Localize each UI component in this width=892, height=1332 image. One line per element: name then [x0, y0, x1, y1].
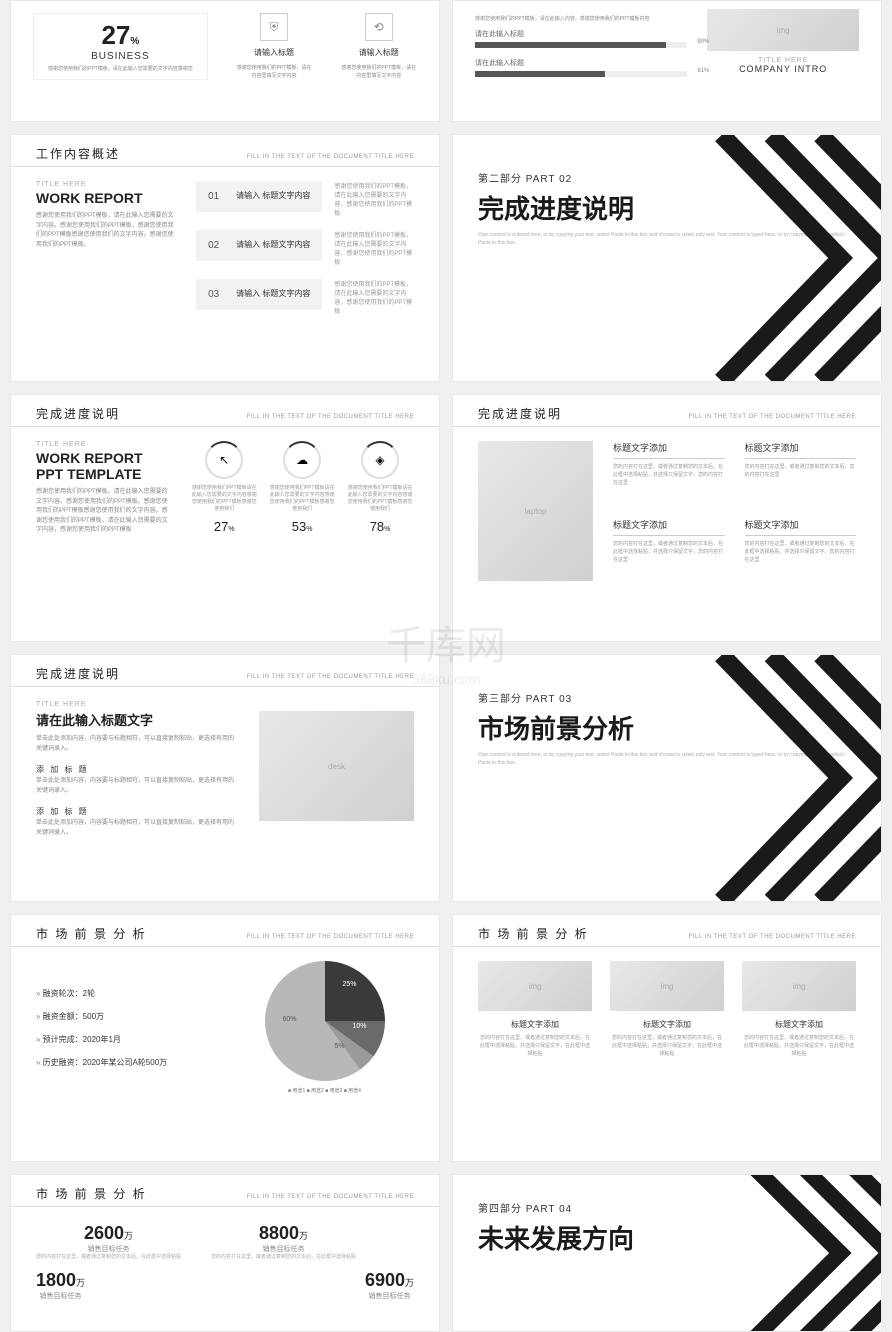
slide-divider-part04: 第四部分 PART 04 未来发展方向 — [452, 1174, 882, 1332]
slide-progress-circles: 完成进度说明 FILL IN THE TEXT OF THE DOCUMENT … — [10, 394, 440, 642]
slide-divider-part03: 第三部分 PART 03 市场前景分析 Your content is ente… — [452, 654, 882, 902]
image-placeholder: laptop — [478, 441, 593, 581]
slide-divider-part02: 第二部分 PART 02 完成进度说明 Your content is ente… — [452, 134, 882, 382]
chevron-decoration — [701, 655, 881, 901]
slide-progress-quad: 完成进度说明 FILL IN THE TEXT OF THE DOCUMENT … — [452, 394, 882, 642]
slide-business-27: 27% BUSINESS 感谢您使用我们的PPT模板，请在此输入您需要的文字内容… — [10, 0, 440, 122]
cloud-icon: ☁ — [283, 441, 321, 479]
slide-market-stats: 市 场 前 景 分 析 FILL IN THE TEXT OF THE DOCU… — [10, 1174, 440, 1332]
slide-market-3col: 市 场 前 景 分 析 FILL IN THE TEXT OF THE DOCU… — [452, 914, 882, 1162]
list-item: 预计完成：2020年1月 — [36, 1028, 215, 1051]
image-placeholder: img — [707, 9, 859, 51]
shield-icon: ⛨ — [260, 13, 288, 41]
list-item: 历史融资：2020年某公司A轮500万 — [36, 1051, 215, 1074]
image-placeholder: img — [478, 961, 592, 1011]
cursor-icon: ↖ — [205, 441, 243, 479]
image-placeholder: desk — [259, 711, 414, 821]
pie-chart: 25% 10% 5% 60% — [265, 961, 385, 1081]
list-item: 融资轮次：2轮 — [36, 982, 215, 1005]
slide-market-pie: 市 场 前 景 分 析 FILL IN THE TEXT OF THE DOCU… — [10, 914, 440, 1162]
slide-company-intro: 感谢您使用我们的PPT模板，请在此输入内容，感谢您使用我们的PPT模板内容 请在… — [452, 0, 882, 122]
image-placeholder: img — [742, 961, 856, 1011]
slide-work-overview: 工作内容概述 FILL IN THE TEXT OF THE DOCUMENT … — [10, 134, 440, 382]
image-placeholder: img — [610, 961, 724, 1011]
diamond-icon: ◈ — [361, 441, 399, 479]
share-icon: ⟲ — [365, 13, 393, 41]
slide-progress-text: 完成进度说明 FILL IN THE TEXT OF THE DOCUMENT … — [10, 654, 440, 902]
chevron-decoration — [701, 135, 881, 381]
list-item: 融资金额：500万 — [36, 1005, 215, 1028]
chevron-decoration — [701, 1175, 881, 1331]
